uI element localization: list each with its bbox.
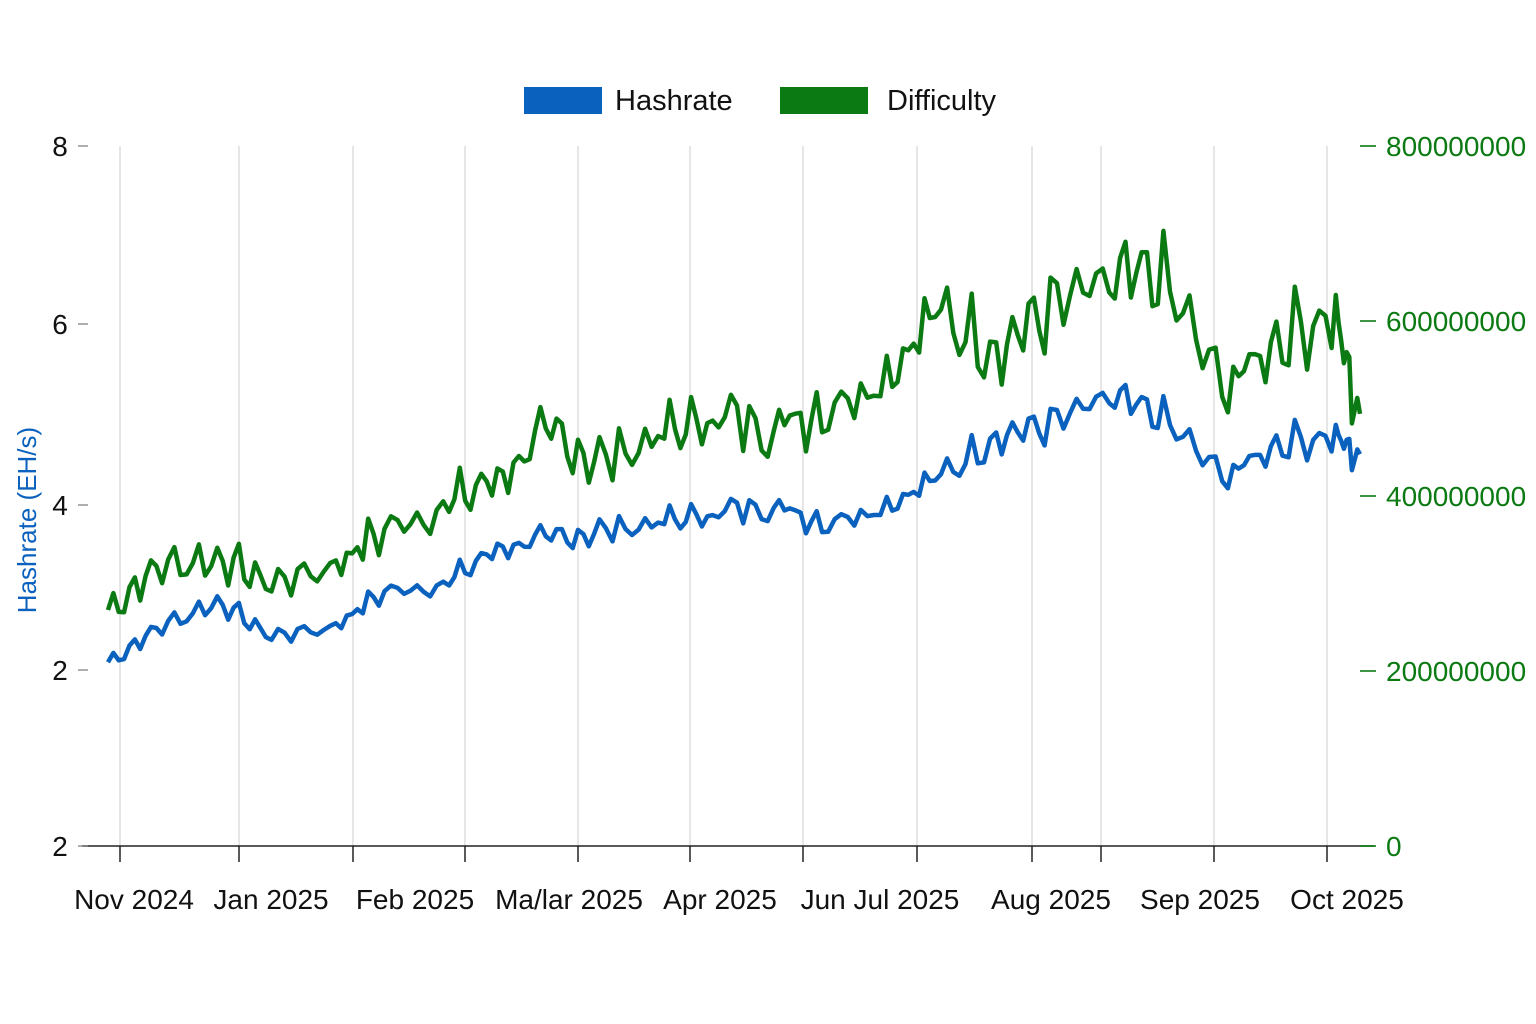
x-tick-label: Jan 2025	[213, 884, 328, 915]
legend-label-difficulty: Difficulty	[887, 85, 997, 117]
y-tick-label: 2	[52, 831, 68, 862]
x-tick-label: Aug 2025	[991, 884, 1111, 915]
series-line-hashrate	[106, 382, 1362, 664]
y-tick-label: 6	[52, 309, 68, 340]
series-lines	[105, 228, 1363, 664]
x-tick-label: Feb 2025	[356, 884, 474, 915]
axes: Nov 2024 Jan 2025 Feb 2025 Ma/lar 2025 Apr 2…	[52, 131, 1526, 915]
y-axis-label: Hashrate (EH/s)	[12, 427, 42, 613]
x-tick-label: Nov 2024	[74, 884, 194, 915]
y-tick-label: 2	[52, 655, 68, 686]
legend-label-hashrate: Hashrate	[615, 85, 733, 117]
x-tick-label: Ma/lar 2025	[495, 884, 643, 915]
y2-tick-label: 400000000	[1386, 481, 1526, 512]
y2-tick-label: 600000000	[1386, 306, 1526, 337]
legend-swatch-hashrate	[524, 87, 602, 114]
legend: Hashrate Difficulty	[524, 85, 997, 117]
x-tick-label: Oct 2025	[1290, 884, 1404, 915]
gridlines	[119, 146, 1328, 846]
y-tick-label: 4	[52, 490, 68, 521]
x-tick-label: Sep 2025	[1140, 884, 1260, 915]
series-line-difficulty	[105, 228, 1363, 615]
y2-tick-label: 800000000	[1386, 131, 1526, 162]
x-tick-label: Apr 2025	[663, 884, 777, 915]
legend-swatch-difficulty	[780, 87, 868, 114]
y2-tick-label: 200000000	[1386, 656, 1526, 687]
y2-tick-label: 0	[1386, 831, 1402, 862]
x-tick-label: Jun Jul 2025	[801, 884, 960, 915]
y-tick-label: 8	[52, 131, 68, 162]
